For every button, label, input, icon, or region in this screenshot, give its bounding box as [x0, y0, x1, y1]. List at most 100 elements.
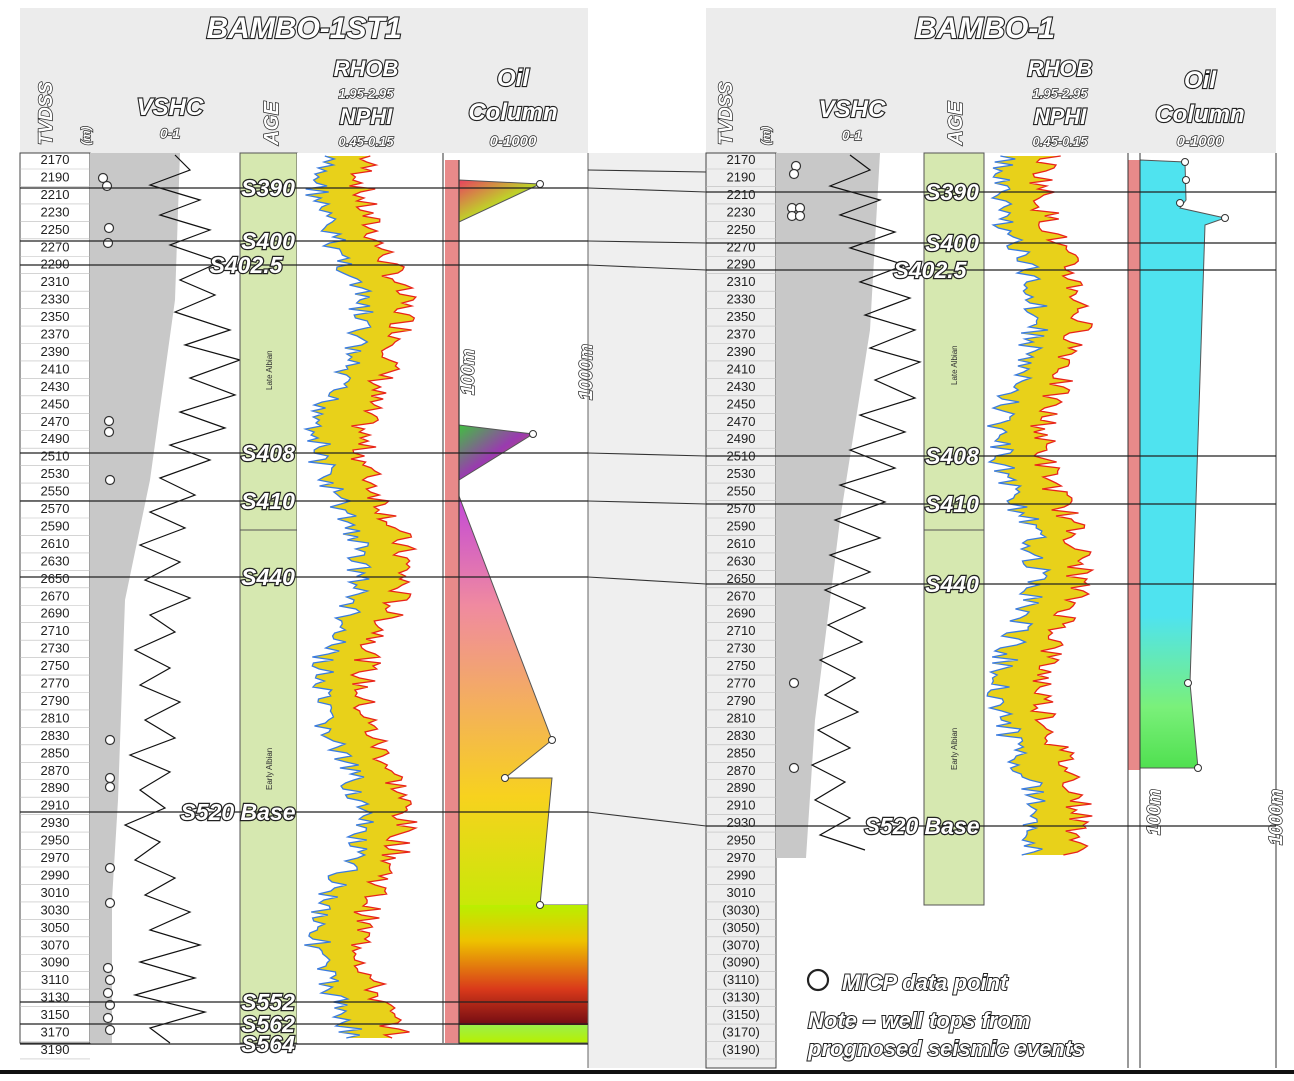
right-oil-column-track: 100m 1000m — [1127, 153, 1287, 1068]
left-nphi-range: 0.45-0.15 — [339, 134, 395, 149]
left-depth-label: 3050 — [41, 920, 70, 935]
right-depth-label: 2370 — [727, 327, 756, 342]
right-depth-label: 2770 — [727, 676, 756, 691]
left-depth-label: 2290 — [41, 257, 70, 272]
left-column-label: Column — [468, 99, 557, 126]
right-depth-label: (3170) — [722, 1025, 760, 1040]
left-top-label: S410 — [241, 488, 295, 514]
left-top-label: S408 — [241, 440, 295, 466]
left-depth-label: 3130 — [41, 990, 70, 1005]
micp-point — [102, 237, 114, 249]
left-depth-label: 2190 — [41, 169, 70, 184]
left-depth-label: 2550 — [41, 484, 70, 499]
left-depth-label: 2310 — [41, 274, 70, 289]
right-depth-label: (3050) — [722, 920, 760, 935]
left-depth-label: 2250 — [41, 222, 70, 237]
right-depth-label: 2430 — [727, 379, 756, 394]
right-top-label: S402.5 — [894, 257, 968, 283]
left-top-label: S552 — [241, 989, 295, 1015]
right-depth-label: 2310 — [727, 274, 756, 289]
left-depth-label: 2950 — [41, 833, 70, 848]
left-depth-label: 2810 — [41, 710, 70, 725]
right-vshc-range: 0-1 — [842, 127, 862, 143]
left-depth-label: 2450 — [41, 396, 70, 411]
right-depth-label: (3150) — [722, 1007, 760, 1022]
right-depth-label: 3010 — [727, 885, 756, 900]
micp-legend-icon — [806, 968, 830, 992]
left-depth-label: 2770 — [41, 676, 70, 691]
right-rhob-label: RHOB — [1028, 56, 1093, 81]
right-depth-label: 2810 — [727, 710, 756, 725]
micp-point — [794, 210, 806, 222]
right-depth-label: 2410 — [727, 361, 756, 376]
right-tvdss-label: TVDSS — [716, 81, 737, 145]
right-nphi-label: NPHI — [1034, 104, 1087, 129]
left-depth-label: 3110 — [41, 972, 69, 987]
micp-point — [104, 1024, 116, 1036]
left-depth-label: 2710 — [41, 623, 70, 638]
correlation-lines — [587, 169, 707, 827]
left-oil-label: Oil — [497, 65, 530, 92]
right-age-early: Early Albian — [950, 728, 959, 770]
left-age-late: Late Albian — [265, 350, 274, 390]
left-top-label: S390 — [241, 175, 295, 201]
micp-point — [101, 180, 113, 192]
right-vshc-label: VSHC — [819, 96, 886, 123]
left-oil-bar — [445, 160, 459, 1043]
right-depth-label: 2630 — [727, 553, 756, 568]
right-depth-label: (3110) — [723, 972, 760, 987]
micp-point — [104, 474, 116, 486]
left-panel: 2170 2190 2210 2230 2250 2270 2290 2310 2330 2350… — [19, 152, 597, 1068]
right-depth-label: (3070) — [722, 937, 760, 952]
left-rhob-nphi-track — [297, 153, 443, 1043]
right-depth-label: (3030) — [722, 902, 760, 917]
right-depth-label: 2210 — [727, 187, 756, 202]
left-depth-label: 2650 — [41, 571, 70, 586]
left-top-label: S520 Base — [180, 799, 295, 825]
right-depth-label: (3090) — [722, 955, 760, 970]
right-depth-label: 2530 — [727, 466, 756, 481]
left-top-label: S440 — [241, 564, 295, 590]
left-vshc-range: 0-1 — [160, 125, 180, 141]
right-depth-label: 2230 — [727, 204, 756, 219]
right-scale-1000m: 1000m — [1266, 789, 1286, 845]
right-depth-track — [705, 152, 777, 1069]
legend: MICP data point Note – well tops from pr… — [806, 968, 1085, 1062]
micp-point — [788, 168, 800, 180]
micp-point — [102, 987, 114, 999]
right-depth-label: 2350 — [727, 309, 756, 324]
right-depth-label: 2910 — [727, 798, 756, 813]
left-depth-label: 2670 — [41, 588, 70, 603]
left-depth-label: 2750 — [41, 658, 70, 673]
right-depth-label: 2190 — [727, 169, 756, 184]
right-depth-label: 2830 — [727, 728, 756, 743]
left-scale-1000m: 1000m — [576, 344, 596, 400]
left-well-top-lines — [20, 187, 588, 1045]
left-depth-label: 2270 — [41, 239, 70, 254]
right-depth-label: 2990 — [727, 867, 756, 882]
right-depth-label: 2490 — [727, 431, 756, 446]
right-top-label: S390 — [925, 179, 979, 205]
left-depth-label: 3070 — [41, 937, 70, 952]
legend-micp-label: MICP data point — [842, 970, 1009, 995]
right-vshc-curve — [810, 154, 922, 851]
right-depth-label: 2730 — [727, 641, 756, 656]
left-depth-label: 2730 — [41, 641, 70, 656]
right-scale-100m: 100m — [1144, 789, 1164, 835]
left-depth-label: 2210 — [41, 187, 70, 202]
left-depth-label: 2630 — [41, 553, 70, 568]
left-depth-label: 2490 — [41, 431, 70, 446]
micp-point — [103, 415, 115, 427]
right-track-headers: TVDSS (m) VSHC 0-1 AGE RHOB 1.95-2.95 NP… — [715, 55, 1245, 151]
right-depth-label: (3190) — [722, 1042, 760, 1057]
left-tvdss-label: TVDSS — [36, 81, 57, 145]
left-depth-label: 2830 — [41, 728, 70, 743]
right-nphi-range: 0.45-0.15 — [1033, 134, 1089, 149]
right-column-label: Column — [1155, 101, 1244, 128]
right-depth-label: 2470 — [727, 414, 756, 429]
left-depth-label: 2790 — [41, 693, 70, 708]
right-depth-label: 2930 — [727, 815, 756, 830]
left-header-bg — [20, 8, 588, 153]
